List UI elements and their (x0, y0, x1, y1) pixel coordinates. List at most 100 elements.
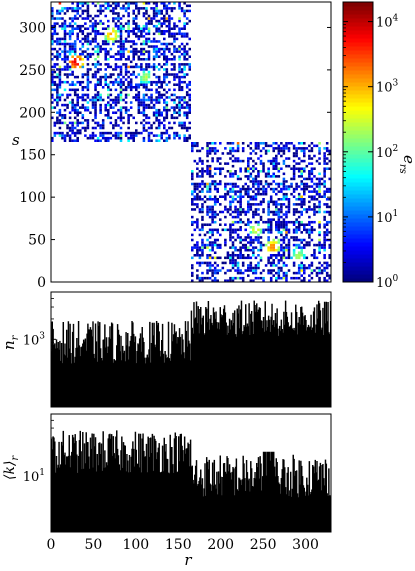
heatmap-cell (300, 180, 303, 183)
heatmap-cell (313, 256, 316, 260)
heatmap-cell (208, 254, 212, 257)
heatmap-cell (53, 124, 57, 127)
heatmap-cell (282, 177, 286, 181)
heatmap-cell (173, 47, 176, 51)
heatmap-cell (231, 254, 235, 257)
heatmap-cell (101, 22, 105, 25)
heatmap-cell (99, 126, 102, 130)
heatmap-cell (287, 210, 291, 214)
heatmap-cell (56, 131, 59, 135)
heatmap-cell (104, 103, 107, 107)
heatmap-cell (211, 149, 214, 153)
heatmap-cell (142, 12, 146, 15)
heatmap-cell (318, 152, 321, 155)
heatmap-cell (303, 149, 306, 153)
heatmap-cell (257, 223, 260, 226)
heatmap-cell (241, 220, 245, 224)
heatmap-cell (109, 32, 113, 36)
heatmap-cell (308, 205, 311, 209)
heatmap-cell (163, 116, 166, 120)
heatmap-cell (157, 30, 161, 33)
heatmap-cell (226, 170, 230, 173)
heatmap-cell (117, 2, 120, 5)
heatmap-cell (297, 228, 301, 232)
heatmap-cell (63, 121, 67, 125)
heatmap-cell (231, 172, 235, 176)
heatmap-cell (244, 187, 247, 191)
heatmap-cell (63, 134, 67, 137)
heatmap-cell (142, 14, 146, 18)
heatmap-cell (178, 121, 181, 125)
heatmap-cell (122, 14, 125, 18)
heatmap-cell (147, 116, 151, 120)
heatmap-cell (234, 238, 237, 242)
colorbar-swatch (343, 106, 373, 111)
heatmap-cell (56, 91, 59, 94)
heatmap-cell (142, 83, 146, 86)
heatmap-cell (313, 220, 316, 224)
heatmap-cell (297, 170, 301, 173)
heatmap-cell (101, 126, 105, 130)
heatmap-cell (229, 246, 232, 249)
heatmap-cell (303, 198, 306, 201)
heatmap-cell (185, 9, 189, 13)
heatmap-cell (305, 241, 309, 244)
heatmap-cell (254, 271, 258, 275)
heatmap-cell (315, 182, 319, 186)
heatmap-cell (73, 131, 77, 135)
heatmap-cell (168, 24, 171, 28)
heatmap-cell (257, 213, 260, 216)
heatmap-cell (68, 65, 72, 69)
heatmap-cell (107, 96, 110, 99)
heatmap-cell (132, 40, 135, 43)
heatmap-cell (145, 58, 148, 61)
heatmap-cell (86, 78, 90, 81)
heatmap-cell (231, 231, 235, 234)
heatmap-cell (152, 50, 156, 53)
heatmap-cell (224, 205, 227, 209)
heatmap-cell (201, 203, 204, 206)
heatmap-cell (157, 101, 161, 104)
heatmap-cell (247, 203, 250, 206)
heatmap-cell (325, 279, 329, 282)
heatmap-cell (96, 47, 100, 51)
heatmap-cell (282, 226, 286, 229)
heatmap-cell (173, 75, 176, 79)
heatmap-cell (201, 198, 204, 201)
heatmap-cell (56, 52, 59, 56)
heatmap-cell (140, 78, 143, 81)
heatmap-cell (287, 243, 291, 247)
heatmap-cell (310, 167, 314, 170)
heatmap-cell (73, 83, 77, 86)
heatmap-cell (81, 4, 85, 8)
heatmap-cell (53, 88, 57, 92)
heatmap-cell (150, 80, 153, 84)
heatmap-cell (165, 70, 169, 74)
heatmap-cell (150, 45, 153, 48)
heatmap-cell (127, 65, 130, 69)
heatmap-cell (234, 246, 237, 249)
heatmap-cell (208, 256, 212, 260)
heatmap-cell (135, 4, 138, 8)
colorbar-swatch (343, 206, 373, 211)
heatmap-cell (183, 47, 186, 51)
heatmap-cell (58, 12, 62, 15)
heatmap-cell (213, 261, 217, 265)
heatmap-cell (196, 172, 199, 176)
colorbar-tick-label: 103 (376, 79, 399, 96)
heatmap-cell (79, 131, 82, 135)
heatmap-cell (119, 88, 123, 92)
heatmap-cell (117, 93, 120, 97)
heatmap-cell (328, 205, 331, 209)
heatmap-cell (211, 243, 214, 247)
heatmap-cell (303, 208, 306, 211)
heatmap-cell (129, 80, 133, 84)
heatmap-cell (196, 248, 199, 252)
heatmap-cell (206, 142, 209, 145)
heatmap-cell (109, 4, 113, 8)
heatmap-cell (287, 248, 291, 252)
heatmap-cell (264, 142, 268, 145)
heatmap-cell (305, 177, 309, 181)
heatmap-cell (137, 73, 141, 76)
heatmap-cell (303, 185, 306, 188)
